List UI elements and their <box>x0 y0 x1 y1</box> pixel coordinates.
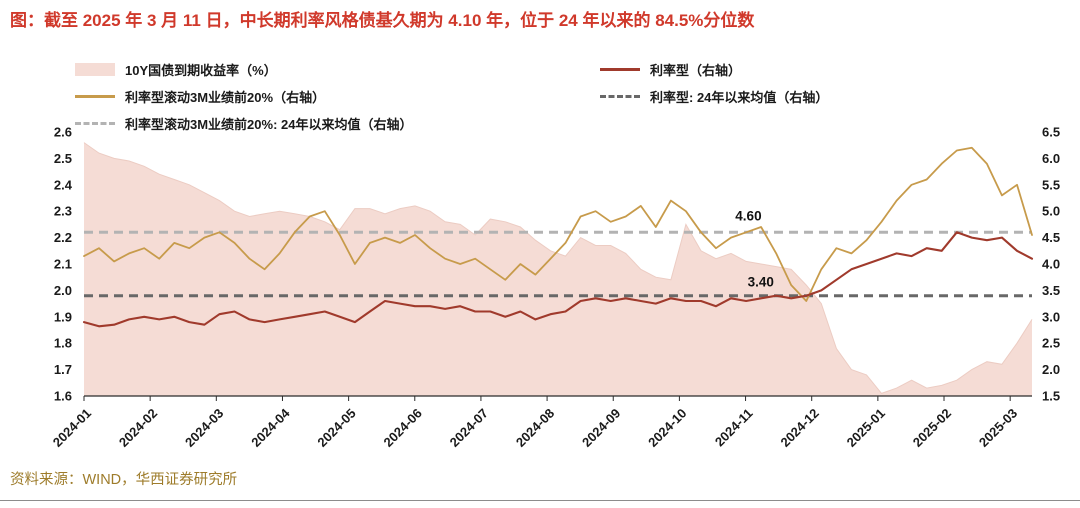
x-axis-month-label: 2024-12 <box>777 406 821 450</box>
right-axis-tick-label: 3.0 <box>1042 309 1060 324</box>
x-axis-month-label: 2024-07 <box>447 406 491 450</box>
x-axis-month-label: 2024-01 <box>50 406 94 450</box>
left-axis-tick-label: 2.2 <box>54 230 72 245</box>
left-axis-tick-label: 1.7 <box>54 362 72 377</box>
legend-item-label: 利率型（右轴） <box>650 63 742 78</box>
bottom-divider <box>0 500 1080 501</box>
legend-swatch-light-dash <box>75 122 115 125</box>
legend-item: 利率型滚动3M业绩前20%: 24年以来均值（右轴） <box>75 114 412 133</box>
x-axis-month-label: 2024-03 <box>182 406 226 450</box>
legend-swatch-gold-line <box>75 95 115 98</box>
right-axis-tick-label: 2.5 <box>1042 336 1060 351</box>
right-axis-tick-label: 4.5 <box>1042 230 1060 245</box>
right-axis-tick-label: 3.5 <box>1042 283 1060 298</box>
left-axis-tick-label: 2.4 <box>54 177 73 192</box>
left-axis-tick-label: 2.5 <box>54 151 72 166</box>
legend-swatch-red-line <box>600 68 640 71</box>
right-axis-tick-label: 5.5 <box>1042 177 1060 192</box>
right-axis-tick-label: 4.0 <box>1042 257 1060 272</box>
legend-item-label: 利率型滚动3M业绩前20%: 24年以来均值（右轴） <box>125 117 413 132</box>
x-axis-month-label: 2024-10 <box>645 406 689 450</box>
top20-duration-line-series <box>83 146 1033 302</box>
left-axis-tick-label: 2.1 <box>54 257 72 272</box>
legend-item-label: 利率型: 24年以来均值（右轴） <box>650 90 829 105</box>
x-axis-month-label: 2024-11 <box>712 406 756 450</box>
x-axis-month-label: 2024-05 <box>314 406 358 450</box>
annotation-3-40: 3.40 <box>748 275 774 290</box>
legend-item: 利率型滚动3M业绩前20%（右轴） <box>75 87 325 106</box>
right-axis-tick-label: 6.0 <box>1042 151 1060 166</box>
x-axis-month-label: 2024-09 <box>579 406 623 450</box>
rate-type-duration-line-series <box>82 231 1034 328</box>
legend-item: 10Y国债到期收益率（%） <box>75 60 277 79</box>
yield-area-series <box>84 142 1032 396</box>
legend-item: 利率型: 24年以来均值（右轴） <box>600 87 828 106</box>
x-axis-month-label: 2024-02 <box>116 406 160 450</box>
legend-item-label: 10Y国债到期收益率（%） <box>125 63 277 78</box>
legend-swatch-dark-dash <box>600 95 640 98</box>
left-axis-tick-label: 2.0 <box>54 283 72 298</box>
left-axis-tick-label: 1.6 <box>54 389 72 404</box>
x-axis-month-label: 2025-02 <box>910 406 954 450</box>
right-axis-tick-label: 2.0 <box>1042 362 1060 377</box>
x-axis-month-label: 2025-01 <box>844 406 888 450</box>
left-axis-tick-label: 2.6 <box>54 125 72 140</box>
yield-area-edge <box>83 142 1033 394</box>
x-axis-month-label: 2024-06 <box>381 406 425 450</box>
x-axis-month-label: 2024-04 <box>248 405 293 450</box>
x-axis-month-label: 2024-08 <box>513 406 557 450</box>
right-axis-tick-label: 5.0 <box>1042 204 1060 219</box>
left-axis-tick-label: 1.9 <box>54 309 72 324</box>
legend-swatch-area <box>75 63 115 76</box>
source-note: 资料来源：WIND，华西证券研究所 <box>10 472 238 488</box>
right-axis-tick-label: 6.5 <box>1042 125 1060 140</box>
figure-title: 图：截至 2025 年 3 月 11 日，中长期利率风格债基久期为 4.10 年… <box>10 11 755 30</box>
annotation-4-60: 4.60 <box>735 209 761 224</box>
legend-item: 利率型（右轴） <box>600 60 741 79</box>
right-axis-tick-label: 1.5 <box>1042 389 1060 404</box>
left-axis-tick-label: 2.3 <box>54 204 72 219</box>
legend-item-label: 利率型滚动3M业绩前20%（右轴） <box>125 90 326 105</box>
x-axis-month-label: 2025-03 <box>976 406 1020 450</box>
left-axis-tick-label: 1.8 <box>54 336 72 351</box>
